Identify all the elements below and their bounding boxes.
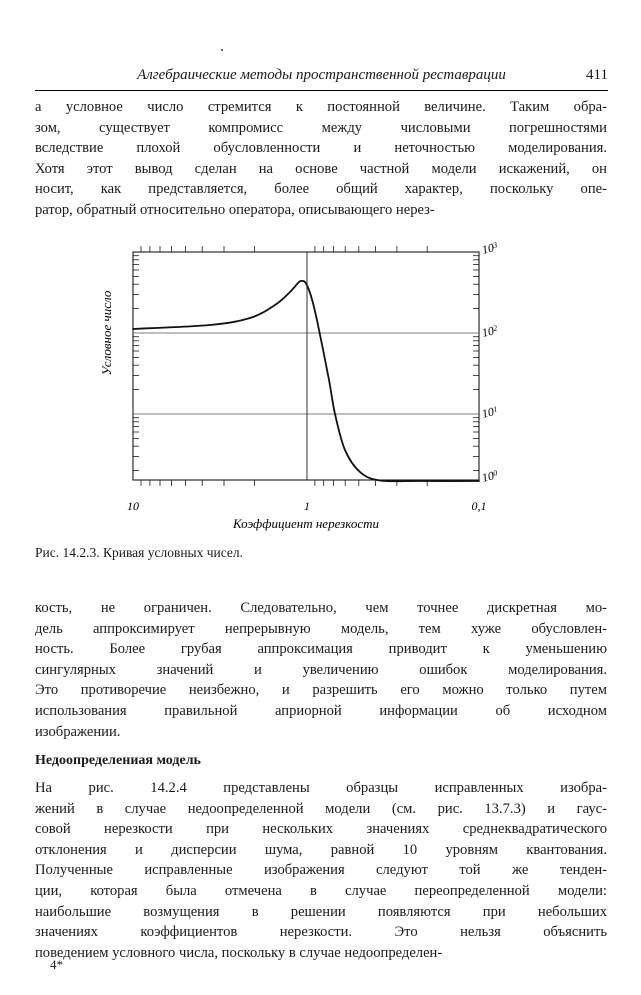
svg-text:100: 100 xyxy=(480,467,499,484)
svg-text:1: 1 xyxy=(304,499,310,513)
svg-text:Условное число: Условное число xyxy=(99,290,114,375)
svg-text:102: 102 xyxy=(480,322,499,339)
svg-text:0,1: 0,1 xyxy=(472,499,487,513)
svg-text:103: 103 xyxy=(480,239,499,256)
svg-text:101: 101 xyxy=(480,403,499,420)
svg-text:10: 10 xyxy=(127,499,139,513)
svg-text:Коэффициент нерезкости: Коэффициент нерезкости xyxy=(232,516,379,531)
